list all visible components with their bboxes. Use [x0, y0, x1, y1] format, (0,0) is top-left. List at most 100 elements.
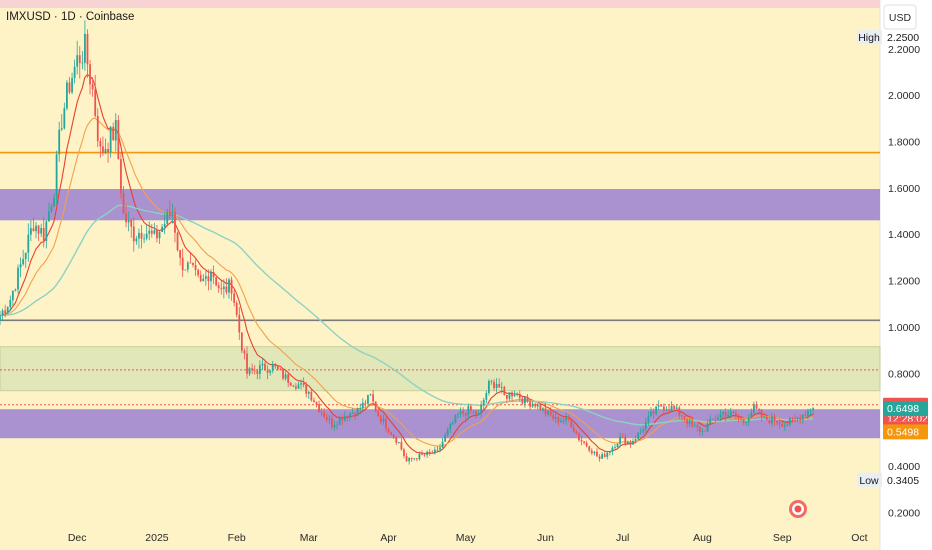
price-label-bg — [883, 30, 928, 46]
candle — [45, 221, 48, 241]
price-tick-label: 1.8000 — [888, 137, 920, 149]
time-tick-label: Oct — [851, 532, 867, 544]
candle — [181, 257, 184, 271]
time-tick-label: Feb — [228, 532, 246, 544]
candle — [207, 276, 210, 282]
candle — [315, 402, 318, 405]
candle — [508, 392, 511, 399]
time-tick-label: Jun — [537, 532, 554, 544]
candle — [518, 393, 521, 399]
price-label-prefix-bg — [857, 472, 882, 487]
candle — [506, 394, 508, 399]
candle — [29, 228, 32, 235]
candle — [753, 404, 755, 413]
price-tick-label: 2.2000 — [888, 44, 920, 56]
candle — [794, 418, 796, 420]
candle — [150, 230, 153, 234]
candle — [704, 430, 706, 432]
candle — [295, 386, 297, 389]
candle — [459, 411, 462, 414]
candle — [781, 424, 784, 427]
currency-button[interactable]: USD — [883, 4, 917, 30]
candle — [606, 452, 609, 457]
candle — [799, 417, 802, 421]
candle — [343, 415, 346, 421]
candle — [225, 286, 228, 293]
candle — [616, 443, 619, 448]
time-tick-label: Jul — [616, 532, 629, 544]
candle — [194, 265, 197, 270]
candle — [302, 383, 305, 385]
candle — [81, 62, 84, 64]
price-tick-label: 2.0000 — [888, 90, 920, 102]
time-tick-label: Apr — [380, 532, 397, 544]
candle — [400, 442, 403, 450]
candle — [603, 454, 606, 457]
candle — [436, 449, 439, 451]
candle — [567, 416, 570, 420]
candle — [560, 420, 562, 423]
candle — [107, 149, 109, 153]
candle — [629, 441, 632, 445]
candle — [732, 411, 735, 413]
candle — [220, 288, 223, 290]
top-pink-band — [0, 0, 880, 8]
candle — [397, 442, 400, 443]
price-label-prefix-bg — [857, 30, 882, 45]
price-axis: 0.20000.40000.60000.80001.00001.20001.40… — [888, 44, 920, 520]
candle — [377, 410, 380, 417]
candle — [423, 454, 426, 456]
candle — [78, 55, 81, 64]
candle — [122, 192, 125, 214]
candle — [186, 262, 189, 270]
candle — [693, 425, 696, 427]
candle — [639, 431, 642, 433]
candle — [418, 453, 421, 460]
candle — [258, 365, 261, 374]
candle — [801, 414, 804, 421]
candle — [544, 408, 547, 415]
candle — [426, 451, 429, 456]
candle — [9, 300, 12, 308]
candle — [549, 410, 552, 416]
candle — [310, 391, 313, 401]
candle — [786, 424, 789, 426]
candle — [132, 226, 135, 242]
price-label-bg — [883, 472, 928, 488]
candle — [6, 307, 9, 314]
candle — [596, 451, 598, 457]
candle — [776, 420, 778, 423]
candle — [500, 386, 503, 388]
zones-layer — [0, 189, 881, 439]
candle — [176, 232, 179, 251]
candle — [673, 406, 676, 410]
candle — [212, 272, 215, 278]
candle — [626, 441, 629, 444]
candle — [22, 259, 25, 265]
candle — [778, 422, 781, 425]
candle — [333, 425, 336, 428]
candle — [408, 457, 411, 462]
candle — [475, 411, 477, 415]
moving-average-line — [0, 204, 814, 426]
candle — [503, 386, 506, 395]
candle — [246, 353, 248, 374]
candle — [96, 115, 99, 142]
candle — [444, 435, 447, 442]
candle — [665, 409, 668, 411]
candle — [369, 394, 372, 396]
candle — [621, 436, 624, 438]
candle — [1, 310, 4, 316]
candle — [204, 276, 207, 279]
candle — [593, 451, 596, 454]
candle — [413, 458, 416, 460]
candle — [66, 82, 68, 109]
candles-layer — [0, 20, 814, 465]
candle — [534, 403, 537, 407]
candle — [163, 223, 166, 227]
candle — [390, 432, 393, 435]
candle — [683, 416, 686, 420]
candle — [737, 416, 740, 419]
candle — [235, 302, 238, 315]
